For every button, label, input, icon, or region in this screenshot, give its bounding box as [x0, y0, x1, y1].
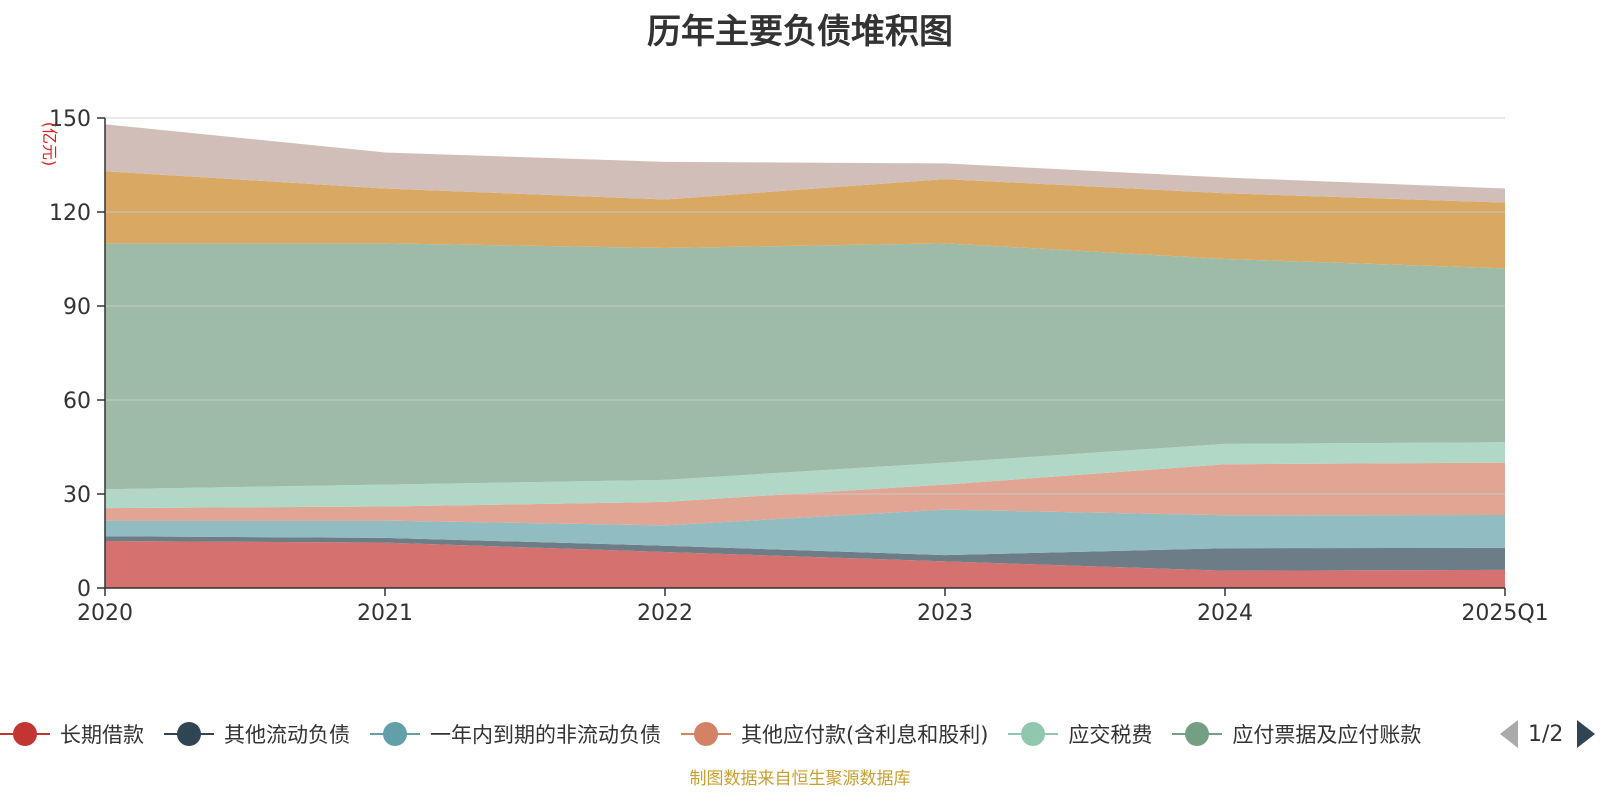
- legend-pager: 1/2: [1500, 718, 1596, 750]
- area-series-1: [105, 541, 1505, 588]
- x-tick-label-2022: 2022: [637, 601, 693, 626]
- area-series-2: [105, 536, 1505, 571]
- legend-label: 应付票据及应付账款: [1232, 723, 1422, 747]
- legend-item-3[interactable]: 一年内到期的非流动负债: [370, 719, 661, 749]
- area-series-7: [105, 171, 1505, 269]
- area-series-3: [105, 509, 1505, 556]
- legend-marker-icon: [1172, 722, 1223, 746]
- legend-item-1[interactable]: 长期借款: [0, 719, 144, 749]
- legend-prev-arrow-icon[interactable]: [1500, 720, 1518, 748]
- y-axis-unit-label: (亿元): [40, 122, 59, 167]
- area-series-5: [105, 442, 1505, 509]
- legend-marker-icon: [1008, 722, 1059, 746]
- legend: 长期借款 其他流动负债 一年内到期的非流动负债 其他应付款(含利息和股利) 应交税费 应付…: [0, 718, 1490, 750]
- y-tick-label-150: 150: [49, 107, 91, 132]
- legend-item-6[interactable]: 应付票据及应付账款: [1172, 719, 1421, 749]
- x-tick-label-2025Q1: 2025Q1: [1461, 601, 1548, 626]
- y-tick-label-120: 120: [49, 201, 91, 226]
- y-tick-label-90: 90: [63, 295, 91, 320]
- legend-label: 一年内到期的非流动负债: [430, 723, 661, 747]
- legend-label: 其他应付款(含利息和股利): [741, 723, 989, 747]
- data-source-note: 制图数据来自恒生聚源数据库: [689, 769, 911, 789]
- y-tick-label-30: 30: [63, 483, 91, 508]
- legend-marker-icon: [681, 722, 731, 746]
- legend-item-4[interactable]: 其他应付款(含利息和股利): [681, 719, 988, 749]
- legend-next-arrow-icon[interactable]: [1577, 720, 1596, 748]
- x-tick-label-2023: 2023: [917, 601, 973, 626]
- area-series-8: [105, 124, 1505, 203]
- legend-page-indicator: 1/2: [1528, 721, 1564, 747]
- legend-marker-icon: [164, 722, 214, 746]
- legend-item-5[interactable]: 应交税费: [1008, 719, 1152, 749]
- legend-label: 长期借款: [60, 723, 144, 747]
- stacked-area-chart: 0 30 60 90 120 150 2020 2021 2022 2023 2024 2025Q1 (…: [40, 107, 1549, 626]
- x-tick-label-2021: 2021: [357, 601, 413, 626]
- legend-marker-icon: [0, 722, 50, 746]
- x-tick-label-2024: 2024: [1197, 601, 1253, 626]
- legend-label: 应交税费: [1068, 723, 1153, 747]
- legend-item-2[interactable]: 其他流动负债: [164, 719, 350, 749]
- chart-title: 历年主要负债堆积图: [647, 12, 953, 52]
- y-tick-label-60: 60: [63, 389, 91, 414]
- area-series-6: [105, 243, 1505, 490]
- x-tick-label-2020: 2020: [77, 601, 133, 626]
- legend-marker-icon: [370, 722, 420, 746]
- legend-label: 其他流动负债: [224, 723, 350, 747]
- legend-clip: 长期借款 其他流动负债 一年内到期的非流动负债 其他应付款(含利息和股利) 应交税费 应付…: [0, 718, 1490, 750]
- y-tick-label-0: 0: [77, 577, 91, 602]
